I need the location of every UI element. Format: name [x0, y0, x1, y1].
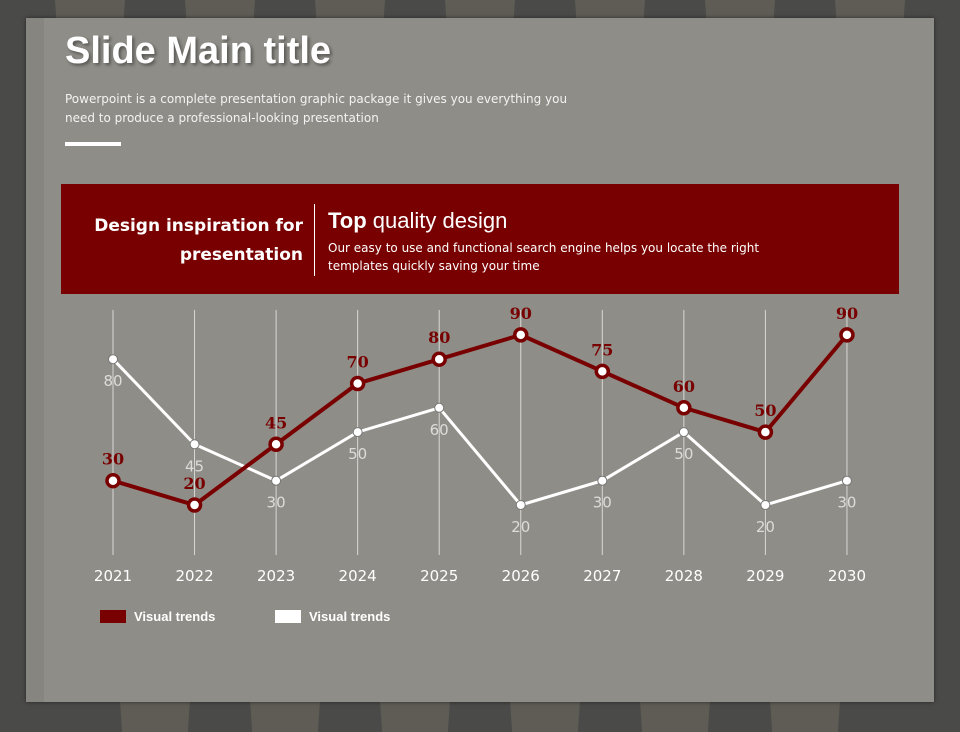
legend-label: Visual trends [134, 609, 216, 624]
x-tick-label: 2025 [420, 567, 458, 585]
slide-subtitle: Powerpoint is a complete presentation gr… [65, 92, 568, 125]
x-tick-label: 2027 [583, 567, 621, 585]
data-point [189, 439, 200, 450]
data-point [349, 375, 366, 392]
slide-title: Slide Main title [65, 30, 332, 72]
data-label: 70 [347, 353, 369, 372]
x-tick-label: 2030 [828, 567, 866, 585]
data-label: 60 [430, 421, 449, 439]
data-point [268, 436, 284, 452]
x-tick-label: 2023 [257, 567, 295, 585]
data-point [105, 472, 121, 489]
banner-heading-rest: quality design [366, 208, 508, 233]
data-label: 20 [511, 518, 530, 536]
banner-body: Our easy to use and functional search en… [328, 241, 760, 273]
data-point [597, 475, 608, 486]
series-line-white [111, 358, 848, 507]
legend-swatch [275, 610, 301, 623]
data-point [594, 363, 611, 380]
x-tick-label: 2026 [502, 567, 540, 585]
data-label: 80 [428, 328, 450, 347]
banner: Design inspiration for presentation Top … [61, 184, 899, 294]
x-tick-label: 2028 [665, 567, 703, 585]
legend-label: Visual trends [309, 609, 391, 624]
data-label: 30 [593, 494, 612, 512]
data-label: 20 [183, 474, 205, 493]
banner-heading: Top quality design [328, 208, 507, 234]
x-tick-label: 2024 [339, 567, 377, 585]
banner-heading-bold: Top [328, 208, 367, 233]
data-label: 50 [754, 401, 776, 420]
data-label: 90 [836, 304, 858, 323]
data-point [515, 500, 526, 510]
data-label: 90 [510, 304, 532, 323]
x-tick-label: 2029 [746, 567, 784, 585]
data-label: 20 [756, 518, 775, 536]
data-point [434, 402, 445, 413]
series-line-red [112, 332, 849, 508]
data-label: 60 [673, 377, 695, 396]
data-label: 45 [185, 457, 204, 475]
x-tick-label: 2022 [175, 567, 213, 585]
data-label: 75 [591, 340, 613, 359]
data-point [841, 475, 852, 486]
data-point [757, 424, 774, 440]
title-underline [65, 142, 121, 146]
data-label: 30 [267, 494, 286, 512]
slide-background [26, 18, 934, 702]
legend-item: Visual trends [100, 609, 215, 624]
data-point [839, 327, 855, 343]
data-point [352, 427, 363, 438]
data-label: 45 [265, 413, 287, 432]
data-point [186, 497, 203, 513]
data-point [513, 327, 529, 343]
data-point [678, 427, 689, 438]
data-point [108, 354, 118, 365]
data-point [431, 351, 447, 367]
data-point [760, 500, 771, 510]
data-label: 30 [837, 494, 856, 512]
legend-item: Visual trends [275, 609, 390, 624]
x-tick-label: 2021 [94, 567, 132, 585]
data-point [676, 400, 692, 416]
data-label: 50 [348, 445, 367, 463]
banner-divider [314, 204, 315, 276]
data-label: 30 [102, 450, 124, 469]
data-label: 50 [674, 445, 693, 463]
banner-left-text: Design inspiration for presentation [94, 216, 303, 265]
legend-swatch [100, 610, 126, 623]
data-label: 80 [103, 372, 122, 390]
data-point [271, 475, 282, 486]
